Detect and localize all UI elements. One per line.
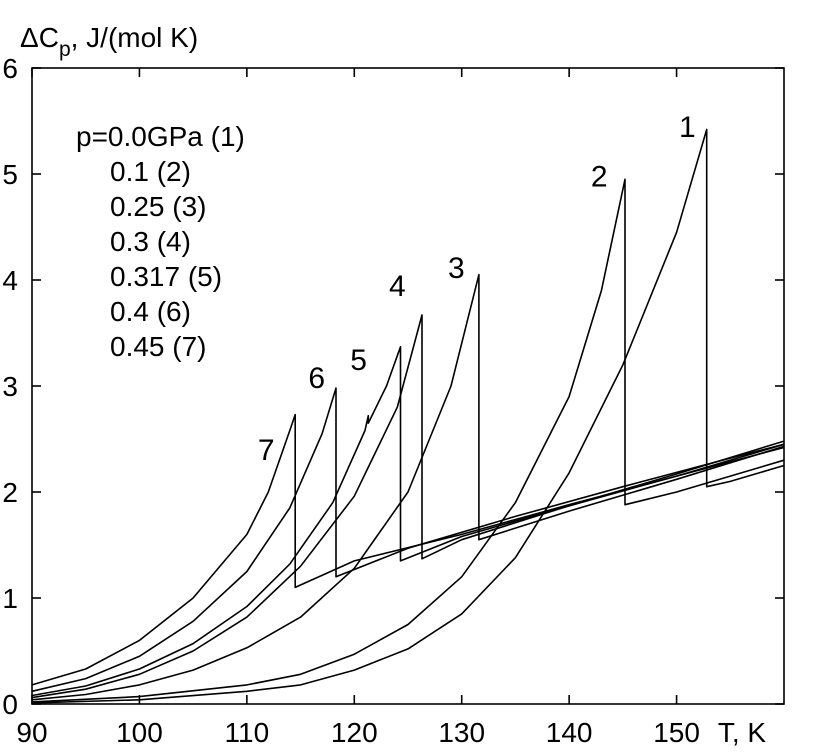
curve-label-2: 2	[591, 161, 608, 194]
curve-label-1: 1	[679, 111, 696, 144]
y-tick-label: 5	[2, 159, 18, 190]
x-tick-label: 100	[116, 717, 163, 748]
x-tick-label: 110	[225, 717, 270, 748]
legend: p=0.0GPa (1) 0.1 (2) 0.25 (3) 0.3 (4) 0.317 …	[76, 121, 245, 362]
legend-entry: 0.45 (7)	[110, 331, 207, 362]
legend-entry: 0.25 (3)	[110, 191, 207, 222]
series-line-6	[31, 387, 785, 693]
y-tick-label: 3	[2, 371, 18, 402]
y-axis-title-subscript: p	[59, 38, 71, 61]
x-tick-label: 140	[546, 717, 593, 748]
legend-entry: 0.1 (2)	[110, 156, 191, 187]
y-tick-label: 2	[2, 477, 18, 508]
legend-entry: 0.3 (4)	[110, 226, 191, 257]
y-axis-title: ΔCp, J/(mol K)	[20, 22, 198, 61]
series-line-4	[31, 314, 785, 699]
x-tick-label: 120	[331, 717, 378, 748]
series-line-7	[31, 413, 785, 686]
x-tick-label: 130	[438, 717, 485, 748]
series-line-2	[31, 178, 785, 703]
legend-entry: p=0.0GPa (1)	[76, 121, 245, 152]
x-tick-label: 90	[16, 717, 47, 748]
curve-labels: 7 65 4 3 2 1	[258, 111, 696, 467]
x-tick-label: 150	[653, 717, 700, 748]
legend-entry: 0.4 (6)	[110, 296, 191, 327]
series-line-3	[31, 273, 785, 701]
legend-entry: 0.317 (5)	[110, 261, 222, 292]
curve-label-5: 5	[350, 344, 367, 377]
series-lines	[31, 128, 785, 704]
x-axis-title: T, K	[718, 717, 767, 748]
y-tick-label: 6	[2, 53, 18, 84]
y-tick-label: 4	[2, 265, 18, 296]
curve-label-4: 4	[389, 270, 406, 303]
series-line-1	[31, 128, 785, 704]
y-axis-title-units: , J/(mol K)	[71, 22, 199, 53]
series-line-5	[31, 346, 785, 697]
curve-label-6: 6	[308, 362, 325, 395]
curve-label-3: 3	[448, 252, 465, 285]
y-axis-title-symbol: ΔC	[20, 22, 59, 53]
y-tick-label: 1	[2, 583, 18, 614]
y-tick-label: 0	[2, 689, 18, 720]
curve-label-7: 7	[258, 434, 275, 467]
